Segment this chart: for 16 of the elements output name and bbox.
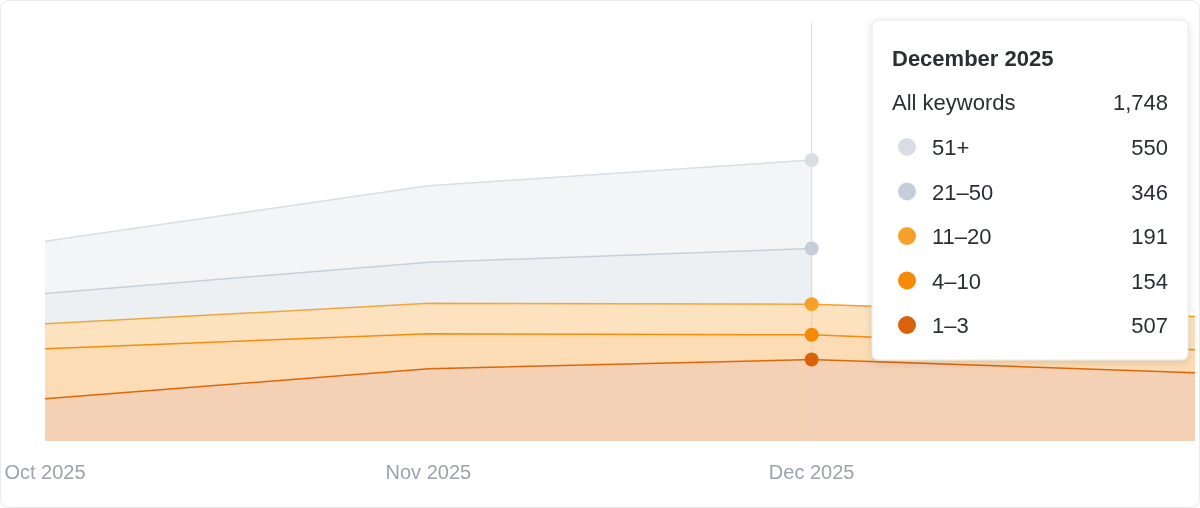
x-tick-label: Oct 2025 xyxy=(4,461,86,483)
annotation: 507 xyxy=(1131,313,1168,338)
text: All keywords xyxy=(892,90,1016,115)
annotation: 550 xyxy=(1131,135,1168,160)
legend-label: 21–50 xyxy=(932,179,994,205)
legend-title: December 2025 xyxy=(892,46,1054,71)
x-tick-label: Nov 2025 xyxy=(385,461,472,483)
text: 1,748 xyxy=(1112,90,1168,115)
legend-label: 4–10 xyxy=(932,268,981,294)
legend-label: 51+ xyxy=(932,135,970,160)
annotation: 346 xyxy=(1131,179,1168,205)
annotation: 191 xyxy=(1131,224,1168,249)
legend-label: 1–3 xyxy=(932,313,969,338)
annotation: 154 xyxy=(1131,268,1168,294)
legend-label: 11–20 xyxy=(932,224,992,249)
x-tick-label: Dec 2025 xyxy=(768,461,855,483)
